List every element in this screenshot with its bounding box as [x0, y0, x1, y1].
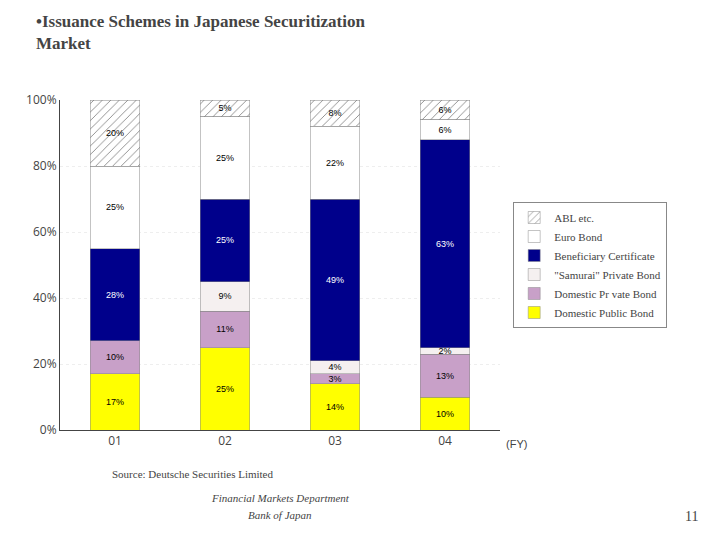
svg-text:03: 03: [328, 432, 342, 449]
svg-text:10%: 10%: [106, 352, 124, 362]
svg-text:Domestic Public Bond: Domestic Public Bond: [554, 307, 654, 319]
svg-text:63%: 63%: [436, 239, 454, 249]
svg-text:01: 01: [108, 432, 122, 449]
svg-text:(FY): (FY): [506, 438, 527, 450]
svg-text:4%: 4%: [328, 362, 341, 372]
svg-text:10%: 10%: [436, 409, 454, 419]
svg-text:Source: Deutsche Securities Li: Source: Deutsche Securities Limited: [112, 468, 273, 480]
svg-text:9%: 9%: [218, 291, 231, 301]
svg-text:100%: 100%: [26, 91, 57, 108]
svg-text:02: 02: [218, 432, 232, 449]
svg-text:25%: 25%: [216, 153, 234, 163]
svg-text:•Issuance Schemes in Japanese: •Issuance Schemes in Japanese Securitiza…: [36, 12, 365, 53]
svg-text:40%: 40%: [33, 289, 57, 306]
svg-text:22%: 22%: [326, 158, 344, 168]
svg-text:3%: 3%: [328, 374, 341, 384]
svg-text:04: 04: [438, 432, 452, 449]
svg-text:Euro Bond: Euro Bond: [554, 231, 602, 243]
svg-text:14%: 14%: [326, 402, 344, 412]
svg-text:13%: 13%: [436, 371, 454, 381]
svg-text:6%: 6%: [438, 105, 451, 115]
svg-text:28%: 28%: [106, 290, 124, 300]
svg-text:8%: 8%: [328, 108, 341, 118]
svg-text:49%: 49%: [326, 275, 344, 285]
svg-text:ABL etc.: ABL etc.: [554, 212, 594, 224]
svg-text:20%: 20%: [33, 355, 57, 372]
svg-text:25%: 25%: [216, 235, 234, 245]
svg-text:6%: 6%: [438, 125, 451, 135]
svg-text:Bank of Japan: Bank of Japan: [248, 509, 312, 521]
svg-text:17%: 17%: [106, 397, 124, 407]
svg-text:20%: 20%: [106, 128, 124, 138]
svg-text:11: 11: [685, 509, 698, 524]
svg-text:11%: 11%: [216, 324, 233, 334]
svg-text:25%: 25%: [216, 384, 234, 394]
svg-text:2%: 2%: [438, 346, 451, 356]
svg-text:Financial Markets Department: Financial Markets Department: [211, 492, 350, 504]
svg-text:"Samurai" Private Bond: "Samurai" Private Bond: [554, 269, 661, 281]
svg-text:Domestic Pr vate Bond: Domestic Pr vate Bond: [554, 288, 657, 300]
svg-text:5%: 5%: [218, 103, 231, 113]
svg-text:80%: 80%: [33, 157, 57, 174]
svg-text:Beneficiary Certificate: Beneficiary Certificate: [554, 250, 655, 262]
svg-text:25%: 25%: [106, 202, 124, 212]
svg-text:0%: 0%: [40, 421, 57, 438]
svg-text:60%: 60%: [33, 223, 57, 240]
